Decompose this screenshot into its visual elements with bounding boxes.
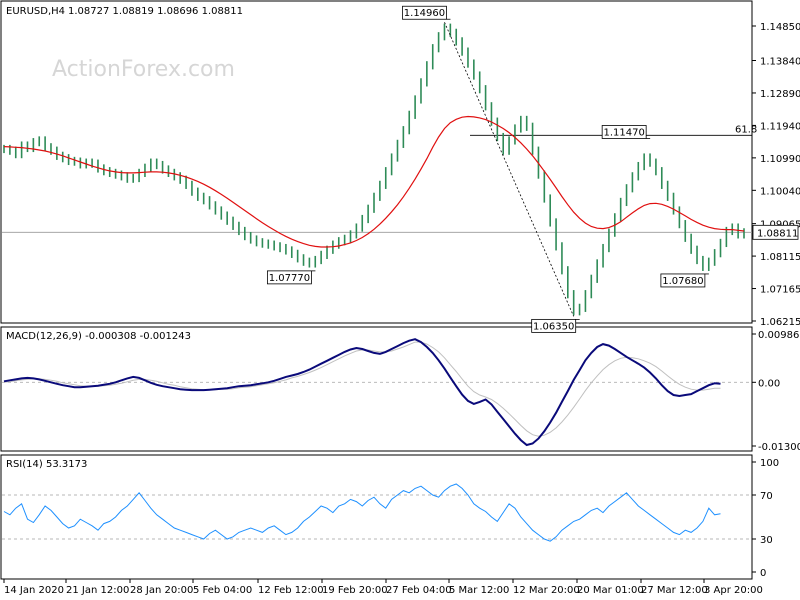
price-ytick-label: 1.11940 [760,121,800,132]
xtick-label: 21 Jan 12:00 [66,585,129,596]
price-annotation-label: 1.07680 [662,276,703,287]
price-annotation-box [266,270,312,285]
macd-ytick-label: 0.00 [758,378,780,389]
price-ytick-label: 1.06215 [760,317,800,328]
xtick-label: 3 Apr 20:00 [704,585,763,596]
rsi-label: RSI(14) 53.3173 [6,459,87,470]
current-price-label: 1.08811 [757,228,798,239]
axis-layer: 1.14850 1.13840 1.12890 1.11940 1.10990 1.100… [3,22,800,596]
macd-ytick-label: 0.009862 [758,330,800,341]
macd-signal-line [3,341,721,437]
rsi-ytick-label: 30 [760,535,773,546]
moving-average-line [3,115,745,248]
price-annotation-label: 1.11470 [603,127,644,138]
macd-main-line [3,338,721,447]
price-ytick-label: 1.08115 [760,252,800,263]
xtick-label: 27 Feb 04:00 [386,585,452,596]
xtick-label: 14 Jan 2020 [4,585,64,596]
price-ytick-label: 1.12890 [760,89,800,100]
xtick-label: 20 Mar 01:00 [577,585,644,596]
xtick-label: 27 Mar 12:00 [641,585,708,596]
xtick-label: 19 Feb 20:00 [322,585,388,596]
price-annotation-box [660,273,706,288]
xtick-label: 12 Feb 12:00 [258,585,324,596]
price-annotation-label: 1.06350 [533,321,574,332]
price-annotation-box [402,5,447,20]
fib-label: 61.8 [735,124,757,135]
macd-panel-frame [0,326,753,452]
price-ytick-label: 1.07165 [760,285,800,296]
xtick-label: 5 Mar 12:00 [449,585,509,596]
xtick-label: 28 Jan 20:00 [130,585,193,596]
ohlc-label: 1.08727 1.08819 1.08696 1.08811 [68,6,243,17]
watermark: ActionForex.com [52,57,235,82]
price-annotation-label: 1.07770 [269,273,310,284]
rsi-line [3,483,721,542]
price-series-layer: 61.8 1.14960 1.11470 1.07770 1.07680 1.06350 [2,5,757,333]
price-ytick-label: 1.13840 [760,57,800,68]
price-annotation-box [531,318,577,333]
rsi-series-layer [2,483,752,542]
rsi-ytick-label: 0 [760,568,766,579]
macd-ytick-label: -0.013002 [758,442,800,453]
price-annotation-label: 1.14960 [404,8,445,19]
price-ytick-label: 1.10040 [760,186,800,197]
price-ytick-label: 1.10990 [760,154,800,165]
price-ytick-label: 1.14850 [760,22,800,33]
macd-series-layer [2,338,752,447]
price-annotation-box [601,125,647,139]
xtick-label: 5 Feb 04:00 [193,585,252,596]
retracement-trend-line [444,22,575,317]
price-panel-frame [0,0,753,324]
macd-label: MACD(12,26,9) -0.000308 -0.001243 [6,331,191,342]
current-price-tag [752,224,799,240]
rsi-panel-frame [0,454,753,580]
rsi-ytick-label: 100 [760,458,779,469]
xtick-label: 12 Mar 20:00 [513,585,580,596]
symbol-label: EURUSD,H4 [6,6,65,17]
rsi-ytick-label: 70 [760,491,773,502]
